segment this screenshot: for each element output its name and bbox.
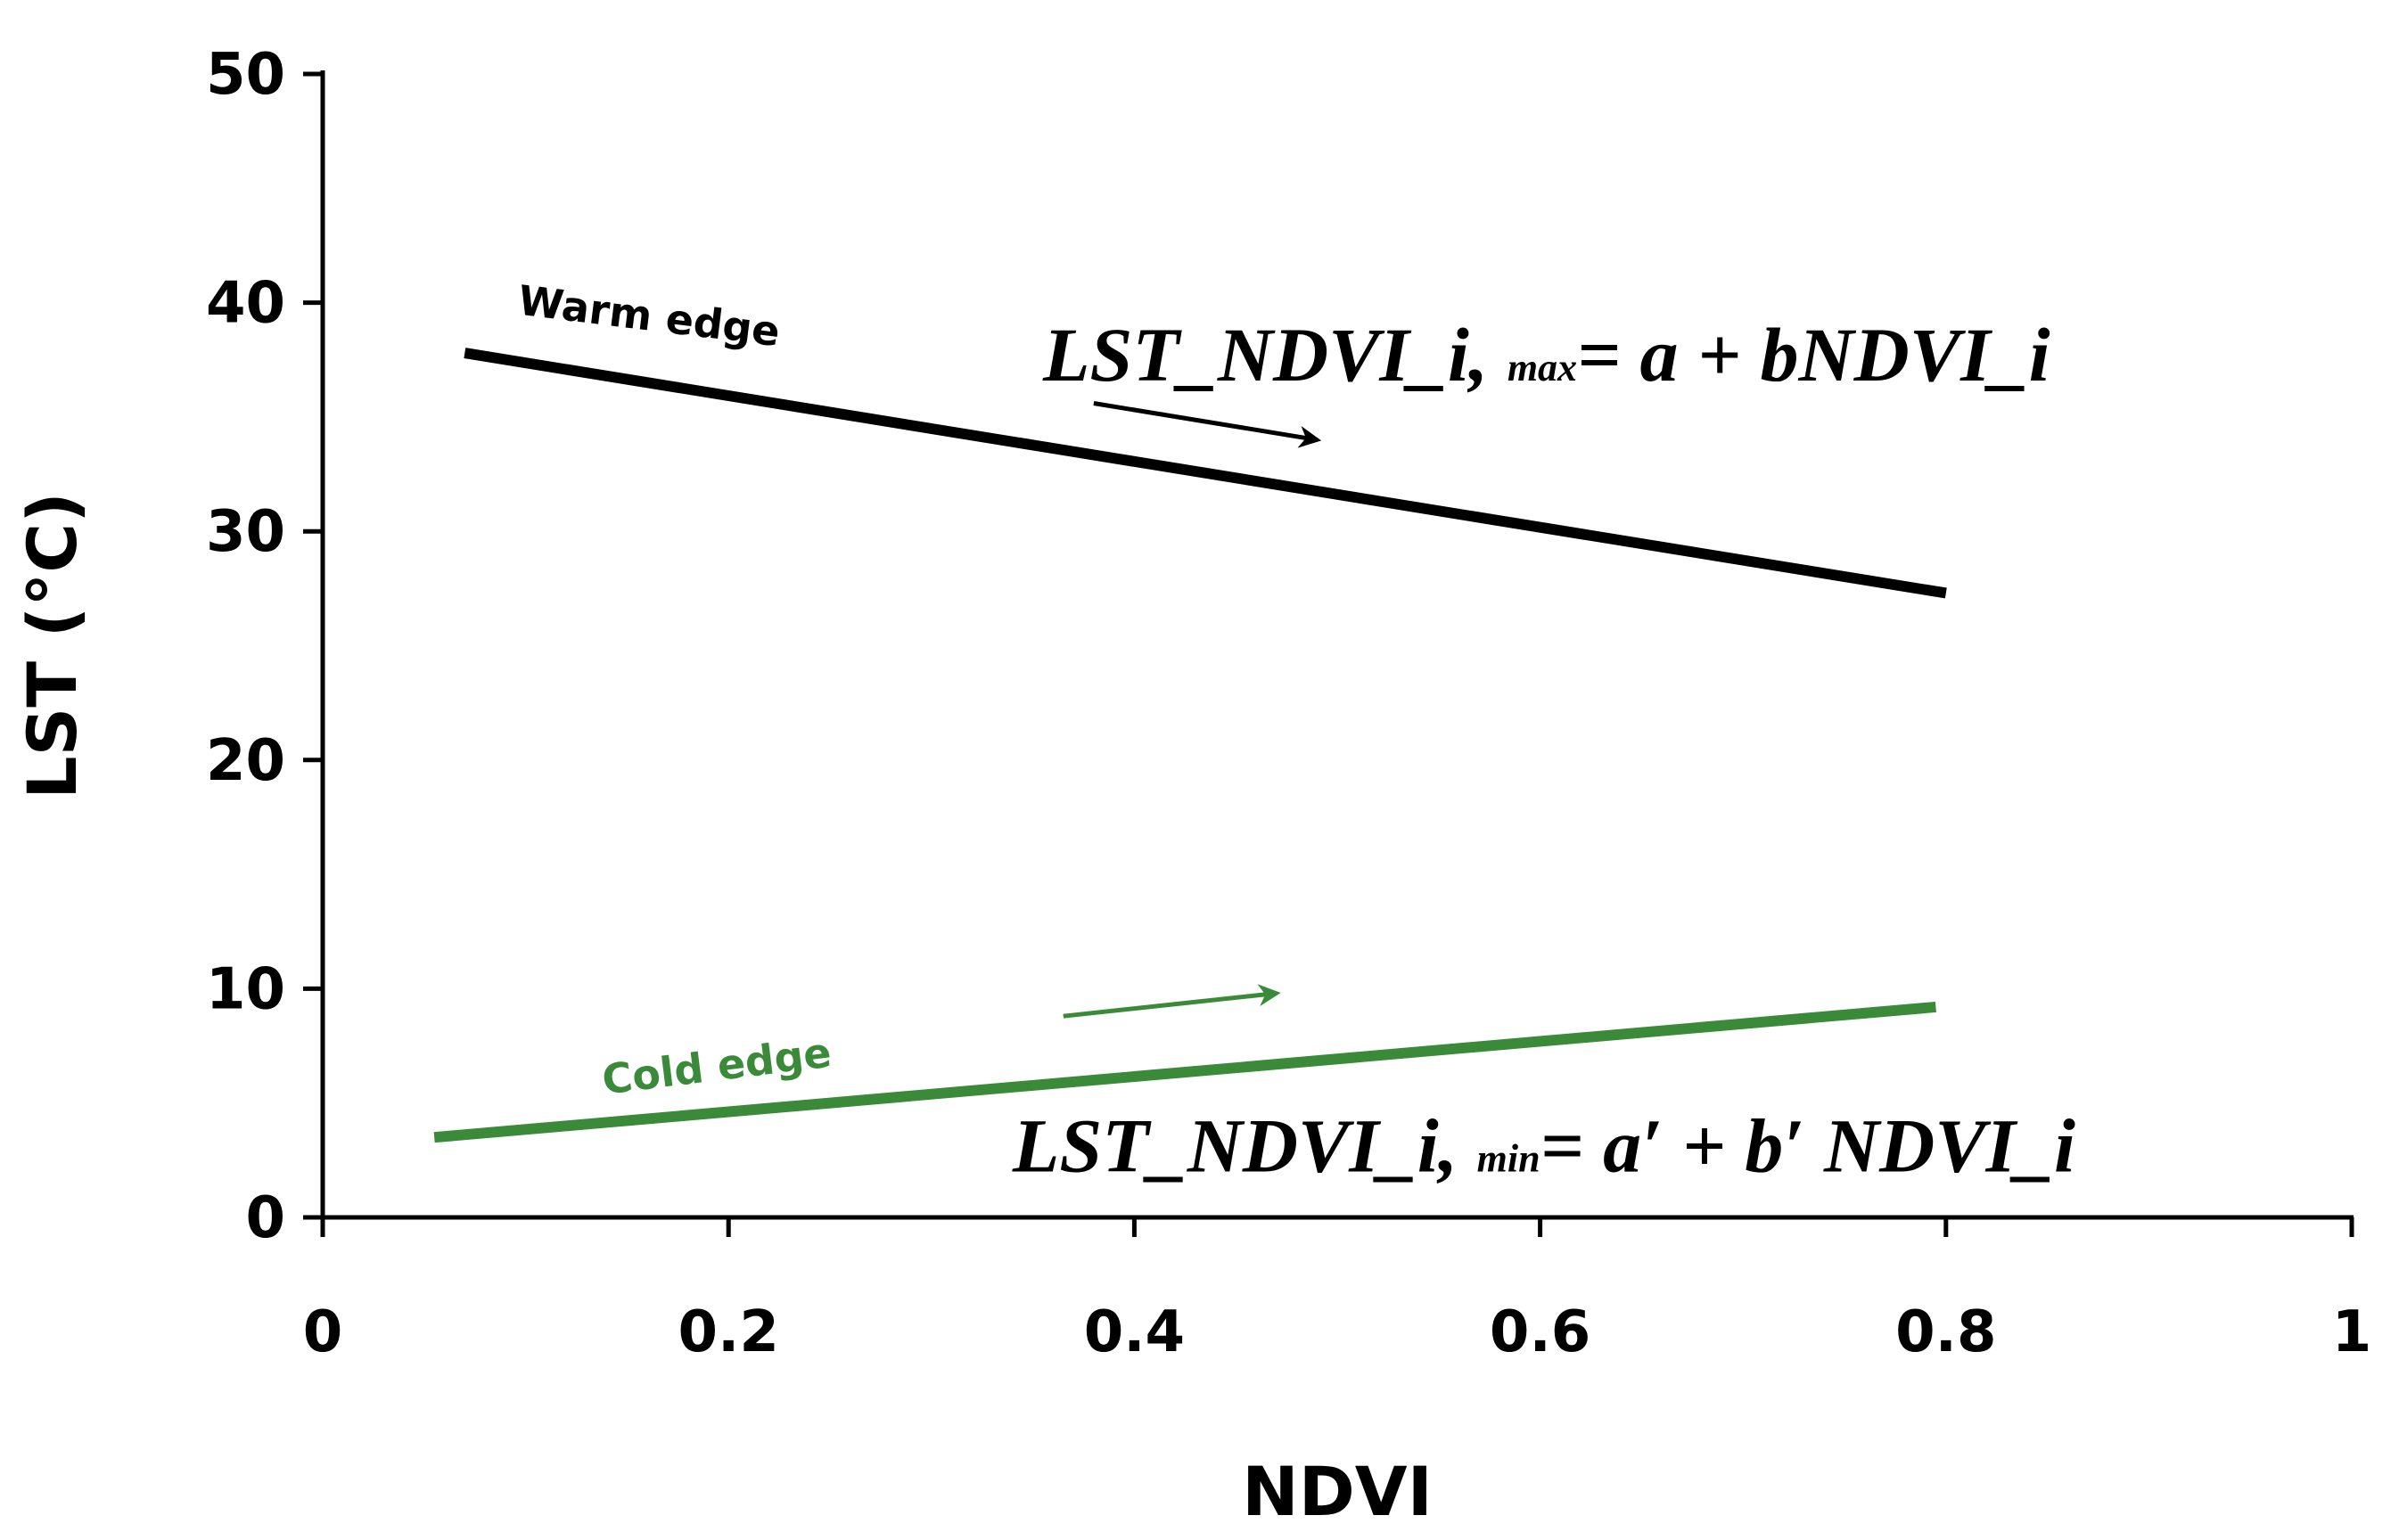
series-lines bbox=[433, 348, 1947, 1143]
x-axis-title: NDVI bbox=[1242, 1452, 1433, 1531]
series-line-0 bbox=[464, 348, 1947, 599]
series-line-1 bbox=[433, 1001, 1936, 1143]
x-tick-label: 0.2 bbox=[678, 1299, 779, 1365]
equation-lhs: LST_NDVI_i, bbox=[1042, 312, 1508, 397]
equation-subscript: max bbox=[1508, 346, 1577, 389]
axis-labels: NDVI LST (°C) bbox=[12, 492, 1433, 1531]
equation-lhs: LST_NDVI_i, bbox=[1012, 1103, 1477, 1189]
y-tick-label: 50 bbox=[206, 42, 285, 108]
x-tick-label: 0 bbox=[303, 1299, 343, 1365]
annotations: Warm edge LST_NDVI_i, max= a + bNDVI_i Col… bbox=[515, 276, 2075, 1189]
x-tick-label: 0.8 bbox=[1895, 1299, 1996, 1365]
edge-arrow-1 bbox=[1063, 984, 1281, 1019]
x-tick-label: 0.4 bbox=[1084, 1299, 1185, 1365]
equation-0: LST_NDVI_i, max= a + bNDVI_i bbox=[1042, 312, 2050, 397]
y-axis-title: LST (°C) bbox=[12, 492, 92, 799]
y-tick-label: 0 bbox=[245, 1185, 285, 1251]
x-tick-label: 0.6 bbox=[1490, 1299, 1590, 1365]
equation-rhs: = a + bNDVI_i bbox=[1577, 312, 2050, 397]
y-tick-label: 10 bbox=[206, 956, 285, 1022]
edge-label-1: Cold edge bbox=[599, 1028, 834, 1104]
x-tick-label: 1 bbox=[2332, 1299, 2372, 1365]
edge-label-0: Warm edge bbox=[515, 276, 782, 356]
y-tick-label: 40 bbox=[206, 271, 285, 337]
equation-1: LST_NDVI_i, min= a′ + b′ NDVI_i bbox=[1012, 1103, 2075, 1189]
axes: 0 10 20 30 40 50 0 0.2 0.4 0.6 0.8 1 bbox=[206, 42, 2371, 1365]
y-tick-label: 30 bbox=[206, 499, 285, 565]
edge-arrow-0 bbox=[1093, 401, 1322, 448]
equation-rhs: = a′ + b′ NDVI_i bbox=[1540, 1103, 2075, 1189]
y-tick-label: 20 bbox=[206, 728, 285, 794]
equation-subscript: min bbox=[1477, 1137, 1540, 1181]
